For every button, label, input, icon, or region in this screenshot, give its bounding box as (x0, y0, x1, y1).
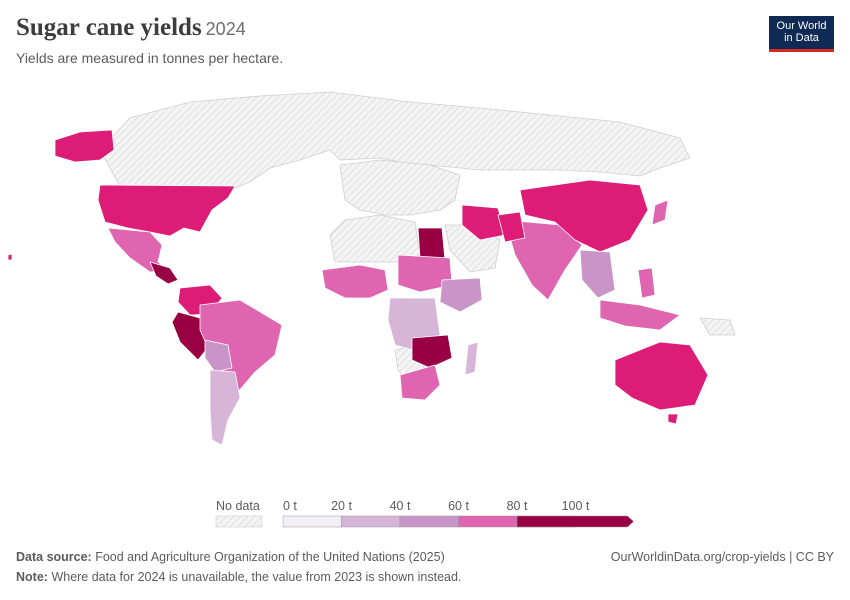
legend-bin-label: 60 t (448, 499, 469, 513)
chart-subtitle: Yields are measured in tonnes per hectar… (16, 50, 284, 66)
legend-bin-label: 0 t (283, 499, 297, 513)
logo-line2: in Data (784, 32, 819, 44)
country-tasmania[interactable] (667, 413, 679, 425)
chart-title: Sugar cane yields 2024 (16, 14, 246, 41)
legend-bins: 0 t 20 t 40 t 60 t 80 t 100 t (282, 499, 634, 528)
legend-bin-swatch[interactable] (282, 515, 342, 528)
country-madagascar[interactable] (464, 341, 479, 376)
country-bolivia[interactable] (204, 339, 233, 373)
source-label: Data source: (16, 550, 92, 564)
world-map (7, 91, 736, 446)
country-indonesia[interactable] (599, 299, 681, 331)
legend-no-data-label: No data (216, 499, 260, 513)
chart-footer: Data source: Food and Agriculture Organi… (16, 548, 834, 588)
legend-bin-swatch[interactable] (341, 515, 401, 528)
chart-header: Sugar cane yields 2024 Yields are measure… (16, 14, 283, 66)
legend-bin-label: 100 t (562, 499, 590, 513)
country-southeast-asia[interactable] (579, 249, 616, 299)
logo-line1: Our World (776, 20, 827, 32)
country-hawaii[interactable] (7, 253, 13, 261)
legend-bin-swatch-arrow[interactable] (516, 515, 634, 528)
country-ethiopia[interactable] (439, 277, 483, 313)
country-australia[interactable] (614, 341, 709, 411)
legend-no-data-swatch[interactable] (215, 515, 263, 528)
source-url[interactable]: OurWorldinData.org/crop-yields | CC BY (610, 550, 834, 564)
legend-bin-label: 20 t (331, 499, 352, 513)
country-central-america[interactable] (149, 261, 179, 285)
owid-logo[interactable]: Our World in Data (769, 16, 834, 52)
region-europe[interactable] (339, 159, 461, 216)
chart-year: 2024 (205, 19, 246, 39)
country-west-africa[interactable] (321, 264, 389, 299)
country-pakistan[interactable] (497, 211, 526, 243)
country-alaska[interactable] (54, 129, 115, 163)
country-japan[interactable] (651, 199, 669, 226)
legend-bin-swatch[interactable] (399, 515, 459, 528)
legend-bin-swatch[interactable] (458, 515, 518, 528)
country-usa[interactable] (97, 184, 236, 237)
source-text[interactable]: Food and Agriculture Organization of the… (95, 550, 445, 564)
country-philippines[interactable] (637, 267, 656, 299)
country-tanzania-zambia[interactable] (411, 334, 453, 369)
country-china[interactable] (519, 179, 649, 253)
country-south-africa[interactable] (399, 364, 441, 401)
country-iran[interactable] (461, 204, 506, 241)
legend-bin-label: 80 t (507, 499, 528, 513)
note-text: Where data for 2024 is unavailable, the … (51, 570, 462, 584)
region-canada-greenland[interactable] (99, 91, 691, 191)
country-sudan[interactable] (397, 254, 453, 293)
region-papua[interactable] (699, 317, 736, 336)
legend-bin-label: 40 t (390, 499, 411, 513)
note-label: Note: (16, 570, 48, 584)
country-argentina[interactable] (209, 369, 241, 446)
